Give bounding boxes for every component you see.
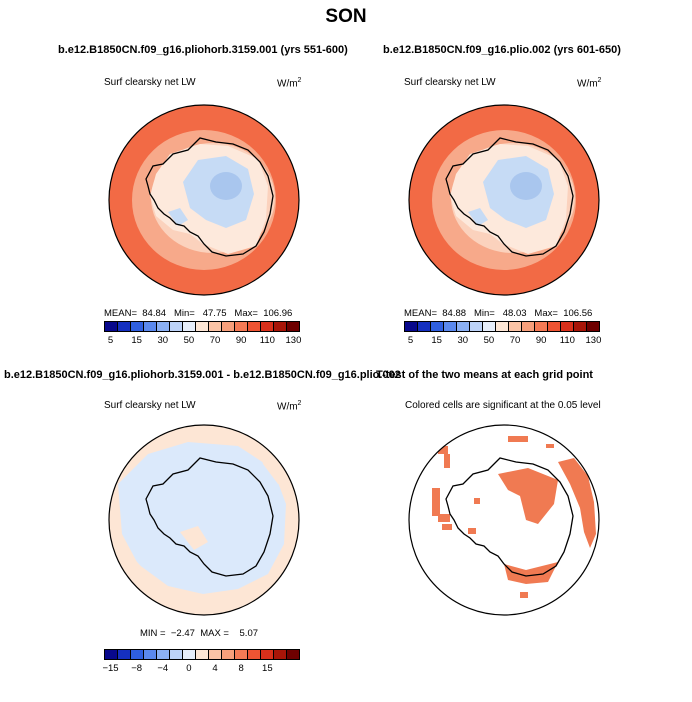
panel1-colorbar-tick-label: 50 (183, 335, 195, 346)
panel1-colorbar-tick-label: 130 (285, 335, 302, 346)
panel2-colorbar-tick-label: 15 (431, 335, 442, 346)
panel2-colorbar-tick-label: 130 (585, 335, 602, 346)
panel2-colorbar-swatch (483, 322, 496, 331)
panel1-colorbar-swatch (274, 322, 287, 331)
panel3-colorbar-swatch (118, 650, 131, 659)
panel3-colorbar-tick-label: 0 (186, 663, 192, 674)
panel2-colorbar-swatch (457, 322, 470, 331)
panel2-colorbar-swatch (587, 322, 599, 331)
panel1-variable-label: Surf clearsky net LW (104, 77, 196, 88)
panel3-colorbar-tick-label: 15 (262, 663, 273, 674)
panel3-title: b.e12.B1850CN.f09_g16.pliohorb.3159.001 … (4, 369, 401, 381)
panel3-colorbar-swatch (157, 650, 170, 659)
panel2-colorbar-swatch (548, 322, 561, 331)
panel4-subtitle: Colored cells are significant at the 0.0… (405, 400, 601, 411)
panel1-colorbar-swatch (144, 322, 157, 331)
panel1-colorbar-swatch (248, 322, 261, 331)
panel3-colorbar-swatch (287, 650, 299, 659)
panel3-colorbar-swatch (222, 650, 235, 659)
panel4-title: T-test of the two means at each grid poi… (376, 369, 593, 381)
panel1-colorbar-swatch (261, 322, 274, 331)
panel3-units: W/m2 (277, 400, 302, 413)
panel2-colorbar-tick-label: 30 (457, 335, 469, 346)
panel2-colorbar-swatch (418, 322, 431, 331)
panel2-colorbar (404, 321, 600, 332)
panel2-variable-label: Surf clearsky net LW (404, 77, 496, 88)
panel1-colorbar-tick-label: 90 (235, 335, 247, 346)
panel1-colorbar-swatch (131, 322, 144, 331)
panel2-colorbar-tick-label: 5 (407, 335, 414, 346)
panel3-colorbar-swatch (196, 650, 209, 659)
panel1-units: W/m2 (277, 77, 302, 90)
panel1-colorbar-tick-label: 70 (209, 335, 221, 346)
panel2-colorbar-tick-label: 70 (509, 335, 521, 346)
panel1-colorbar-swatch (170, 322, 183, 331)
panel4-significance-map (408, 424, 600, 616)
panel2-colorbar-swatch (470, 322, 483, 331)
panel1-colorbar-swatch (209, 322, 222, 331)
panel2-colorbar-swatch (431, 322, 444, 331)
panel3-colorbar-tick-label: −4 (157, 663, 169, 674)
panel3-colorbar-swatch (170, 650, 183, 659)
panel3-difference-map (108, 424, 300, 616)
panel3-variable-label: Surf clearsky net LW (104, 400, 196, 411)
panel3-colorbar-labels: −15 −8 −4 0 4 8 15 (102, 663, 300, 675)
panel2-colorbar-swatch (444, 322, 457, 331)
panel3-colorbar-tick-label: −15 (102, 663, 119, 674)
panel2-colorbar-swatch (496, 322, 509, 331)
panel1-colorbar (104, 321, 300, 332)
panel3-colorbar-swatch (105, 650, 118, 659)
panel3-colorbar (104, 649, 300, 660)
panel3-stats: MIN = −2.47 MAX = 5.07 (140, 628, 259, 639)
panel2-colorbar-swatch (561, 322, 574, 331)
figure-title: SON (325, 6, 367, 27)
panel2-colorbar-tick-label: 50 (483, 335, 495, 346)
panel2-colorbar-swatch (574, 322, 587, 331)
panel2-colorbar-swatch (509, 322, 522, 331)
panel2-colorbar-swatch (405, 322, 418, 331)
panel1-colorbar-swatch (196, 322, 209, 331)
panel2-title: b.e12.B1850CN.f09_g16.plio.002 (yrs 601-… (383, 44, 621, 56)
panel2-colorbar-swatch (535, 322, 548, 331)
panel1-polar-map (108, 104, 300, 296)
panel3-colorbar-swatch (183, 650, 196, 659)
panel3-colorbar-swatch (274, 650, 287, 659)
panel3-colorbar-swatch (248, 650, 261, 659)
panel1-colorbar-swatch (157, 322, 170, 331)
panel1-colorbar-swatch (222, 322, 235, 331)
panel1-stats: MEAN= 84.84 Min= 47.75 Max= 106.96 (104, 308, 293, 319)
panel3-colorbar-tick-label: −8 (131, 663, 143, 674)
panel3-colorbar-tick-label: 8 (238, 663, 244, 674)
panel2-polar-map (408, 104, 600, 296)
panel1-colorbar-swatch (118, 322, 131, 331)
panel3-colorbar-swatch (144, 650, 157, 659)
panel1-title: b.e12.B1850CN.f09_g16.pliohorb.3159.001 … (58, 44, 348, 56)
panel2-colorbar-swatch (522, 322, 535, 331)
panel3-colorbar-tick-label: 4 (212, 663, 218, 674)
panel1-colorbar-tick-label: 5 (107, 335, 114, 346)
panel3-colorbar-swatch (235, 650, 248, 659)
panel2-colorbar-tick-label: 110 (559, 335, 575, 346)
panel2-colorbar-labels: 5 15 30 50 70 90 110 130 (404, 335, 602, 347)
panel1-colorbar-tick-label: 110 (259, 335, 275, 346)
panel1-colorbar-swatch (183, 322, 196, 331)
panel3-colorbar-swatch (131, 650, 144, 659)
panel2-colorbar-tick-label: 90 (535, 335, 547, 346)
panel1-colorbar-swatch (105, 322, 118, 331)
panel1-colorbar-swatch (287, 322, 299, 331)
panel3-colorbar-swatch (209, 650, 222, 659)
panel3-colorbar-swatch (261, 650, 274, 659)
panel2-units: W/m2 (577, 77, 602, 90)
panel1-colorbar-labels: 5 15 30 50 70 90 110 130 (104, 335, 302, 347)
panel2-stats: MEAN= 84.88 Min= 48.03 Max= 106.56 (404, 308, 593, 319)
panel1-colorbar-tick-label: 30 (157, 335, 169, 346)
panel1-colorbar-tick-label: 15 (131, 335, 142, 346)
panel1-colorbar-swatch (235, 322, 248, 331)
